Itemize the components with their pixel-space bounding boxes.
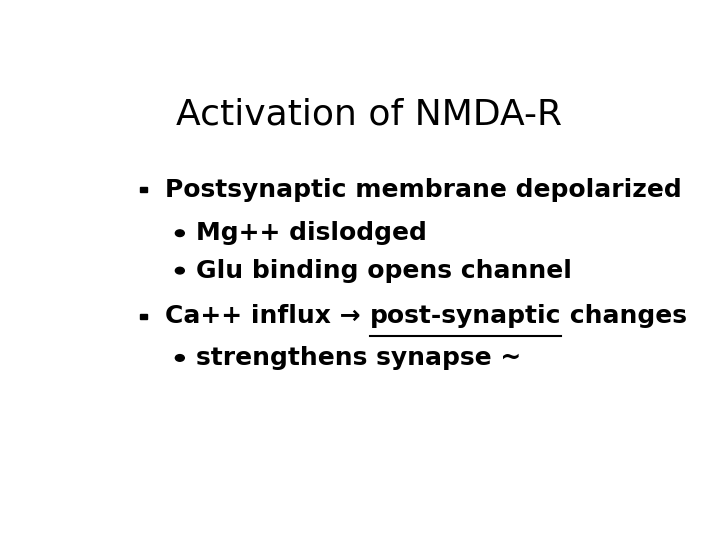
Circle shape <box>176 267 184 274</box>
Text: Mg++ dislodged: Mg++ dislodged <box>196 221 427 245</box>
Bar <box>140 187 148 192</box>
Text: Glu binding opens channel: Glu binding opens channel <box>196 259 572 282</box>
Text: Postsynaptic membrane depolarized: Postsynaptic membrane depolarized <box>166 178 682 201</box>
Circle shape <box>176 230 184 237</box>
Text: Activation of NMDA-R: Activation of NMDA-R <box>176 98 562 132</box>
Text: changes: changes <box>561 305 687 328</box>
Circle shape <box>176 355 184 361</box>
Text: post-synaptic: post-synaptic <box>369 305 561 328</box>
Text: strengthens synapse ~: strengthens synapse ~ <box>196 346 521 370</box>
Bar <box>140 314 148 319</box>
Text: Ca++ influx →: Ca++ influx → <box>166 305 369 328</box>
